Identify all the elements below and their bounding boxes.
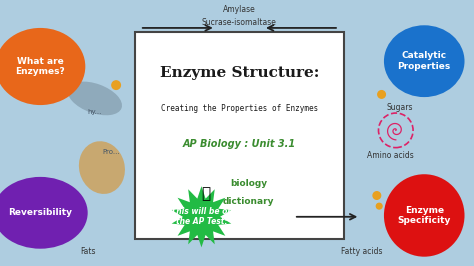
Text: Reversibility: Reversibility [8, 208, 73, 217]
Ellipse shape [0, 28, 85, 105]
Circle shape [373, 192, 381, 199]
Text: Creating the Properties of Enzymes: Creating the Properties of Enzymes [161, 104, 318, 113]
Text: Amino acids: Amino acids [367, 151, 414, 160]
Ellipse shape [68, 82, 122, 115]
Polygon shape [172, 186, 231, 247]
Text: Sugars: Sugars [386, 103, 413, 112]
Ellipse shape [79, 141, 125, 194]
Text: What are
Enzymes?: What are Enzymes? [16, 57, 65, 76]
Text: AP Biology : Unit 3.1: AP Biology : Unit 3.1 [183, 139, 296, 149]
Ellipse shape [384, 25, 465, 97]
Ellipse shape [384, 174, 465, 257]
Ellipse shape [0, 177, 88, 249]
Circle shape [112, 81, 120, 89]
Circle shape [378, 91, 385, 98]
Text: biology: biology [230, 178, 267, 188]
Text: Pro...: Pro... [102, 149, 119, 155]
Text: Sucrase-isomaltase: Sucrase-isomaltase [202, 18, 277, 27]
Text: Amylase: Amylase [223, 5, 256, 14]
Text: 🌱: 🌱 [201, 186, 211, 201]
Text: hy...: hy... [88, 109, 102, 115]
Text: Enzyme Structure:: Enzyme Structure: [160, 66, 319, 80]
Text: Catalytic
Properties: Catalytic Properties [398, 52, 451, 71]
Text: Fats: Fats [81, 247, 96, 256]
FancyBboxPatch shape [135, 32, 344, 239]
Text: dictionary: dictionary [223, 197, 274, 206]
Text: Enzyme
Specificity: Enzyme Specificity [398, 206, 451, 225]
Circle shape [376, 203, 382, 209]
Text: This will be on
the AP Test!: This will be on the AP Test! [171, 207, 232, 226]
Text: Fatty acids: Fatty acids [341, 247, 383, 256]
